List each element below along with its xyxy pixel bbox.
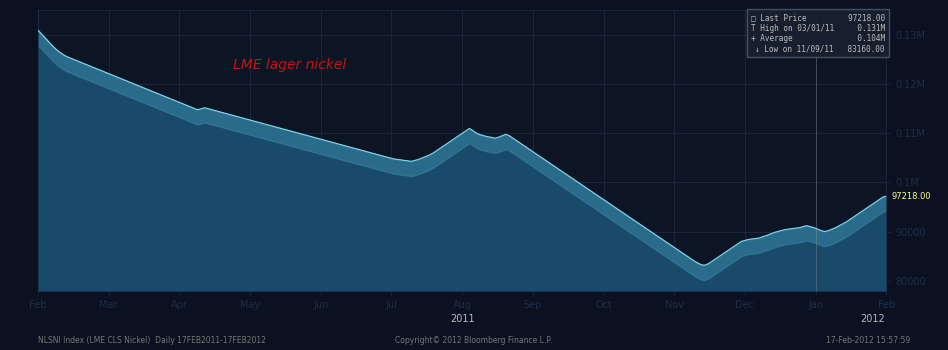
Text: 2012: 2012	[860, 314, 884, 324]
Text: NLSNI Index (LME CLS Nickel)  Daily 17FEB2011-17FEB2012: NLSNI Index (LME CLS Nickel) Daily 17FEB…	[38, 336, 265, 345]
Text: Copyright© 2012 Bloomberg Finance L.P.: Copyright© 2012 Bloomberg Finance L.P.	[395, 336, 553, 345]
Text: □ Last Price         97218.00
T High on 03/01/11     0.131M
+ Average           : □ Last Price 97218.00 T High on 03/01/11…	[751, 13, 884, 54]
Text: 17-Feb-2012 15:57:59: 17-Feb-2012 15:57:59	[826, 336, 910, 345]
Text: LME lager nickel: LME lager nickel	[233, 58, 346, 72]
Text: 2011: 2011	[450, 314, 474, 324]
Text: 97218.00: 97218.00	[892, 191, 932, 201]
